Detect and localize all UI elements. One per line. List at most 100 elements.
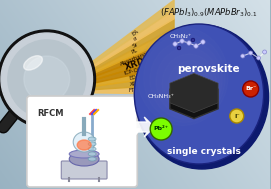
- Bar: [0, 137, 270, 138]
- Bar: [0, 37, 270, 38]
- Bar: [0, 122, 270, 123]
- Bar: [0, 129, 270, 130]
- Bar: [0, 119, 270, 120]
- Bar: [0, 100, 270, 101]
- Bar: [0, 150, 270, 151]
- Text: σ: σ: [132, 36, 138, 42]
- Text: XRD: XRD: [124, 57, 147, 72]
- Bar: [0, 21, 270, 22]
- Bar: [0, 60, 270, 61]
- Bar: [0, 45, 270, 46]
- Circle shape: [249, 51, 253, 55]
- Bar: [0, 56, 270, 57]
- Bar: [0, 143, 270, 144]
- Bar: [0, 57, 270, 58]
- Text: Absorbance: Absorbance: [119, 50, 151, 67]
- Bar: [0, 61, 270, 62]
- Bar: [0, 146, 270, 147]
- Bar: [0, 139, 270, 140]
- Bar: [0, 36, 270, 37]
- Text: XRF: XRF: [130, 81, 141, 87]
- Ellipse shape: [134, 24, 264, 164]
- Bar: [0, 108, 270, 109]
- Bar: [0, 188, 270, 189]
- Bar: [0, 54, 270, 55]
- Bar: [0, 99, 270, 100]
- Bar: [0, 101, 270, 102]
- Bar: [0, 18, 270, 19]
- Bar: [0, 5, 270, 6]
- Bar: [0, 9, 270, 10]
- Bar: [0, 112, 270, 113]
- Bar: [0, 11, 270, 12]
- Bar: [0, 163, 270, 164]
- Text: ICP-OES: ICP-OES: [124, 66, 146, 76]
- Bar: [0, 106, 270, 107]
- Bar: [0, 87, 270, 88]
- Bar: [0, 126, 270, 127]
- Bar: [0, 59, 270, 60]
- Circle shape: [263, 50, 267, 54]
- Bar: [0, 7, 270, 8]
- Bar: [0, 98, 270, 99]
- Bar: [0, 136, 270, 137]
- Bar: [0, 176, 270, 177]
- Bar: [0, 10, 270, 11]
- Text: I⁻: I⁻: [234, 114, 240, 119]
- Bar: [0, 44, 270, 45]
- Circle shape: [1, 33, 92, 125]
- Circle shape: [24, 56, 70, 102]
- Circle shape: [173, 42, 177, 46]
- Bar: [0, 58, 270, 59]
- Bar: [0, 29, 270, 30]
- Bar: [0, 82, 270, 83]
- Bar: [0, 0, 270, 1]
- Bar: [0, 147, 270, 148]
- Bar: [0, 96, 270, 97]
- Bar: [0, 171, 270, 172]
- Bar: [0, 174, 270, 175]
- Bar: [0, 55, 270, 56]
- Bar: [0, 144, 270, 145]
- Polygon shape: [88, 28, 174, 76]
- Bar: [0, 148, 270, 149]
- Circle shape: [230, 109, 244, 123]
- Bar: [0, 173, 270, 174]
- Bar: [0, 181, 270, 182]
- Bar: [0, 50, 270, 51]
- Bar: [0, 75, 270, 76]
- Bar: [0, 39, 270, 40]
- Bar: [0, 158, 270, 159]
- Bar: [0, 184, 270, 185]
- Bar: [0, 149, 270, 150]
- Bar: [0, 33, 270, 34]
- Ellipse shape: [88, 157, 96, 161]
- Circle shape: [194, 44, 198, 48]
- Bar: [0, 178, 270, 179]
- Bar: [0, 168, 270, 169]
- Bar: [0, 13, 270, 14]
- Bar: [0, 19, 270, 20]
- Bar: [0, 80, 270, 81]
- Bar: [0, 107, 270, 108]
- Bar: [0, 114, 270, 115]
- Bar: [0, 65, 270, 66]
- Bar: [0, 142, 270, 143]
- Text: EA: EA: [131, 28, 140, 37]
- Bar: [0, 155, 270, 156]
- Bar: [0, 6, 270, 7]
- Bar: [0, 138, 270, 139]
- Circle shape: [241, 54, 245, 58]
- Bar: [0, 47, 270, 48]
- Bar: [0, 63, 270, 64]
- Bar: [0, 97, 270, 98]
- Circle shape: [180, 39, 184, 43]
- Bar: [0, 165, 270, 166]
- Bar: [0, 22, 270, 23]
- Ellipse shape: [73, 132, 95, 152]
- Bar: [0, 26, 270, 27]
- Bar: [0, 67, 270, 68]
- Bar: [0, 121, 270, 122]
- Bar: [0, 131, 270, 132]
- Text: Sr: Sr: [131, 42, 139, 49]
